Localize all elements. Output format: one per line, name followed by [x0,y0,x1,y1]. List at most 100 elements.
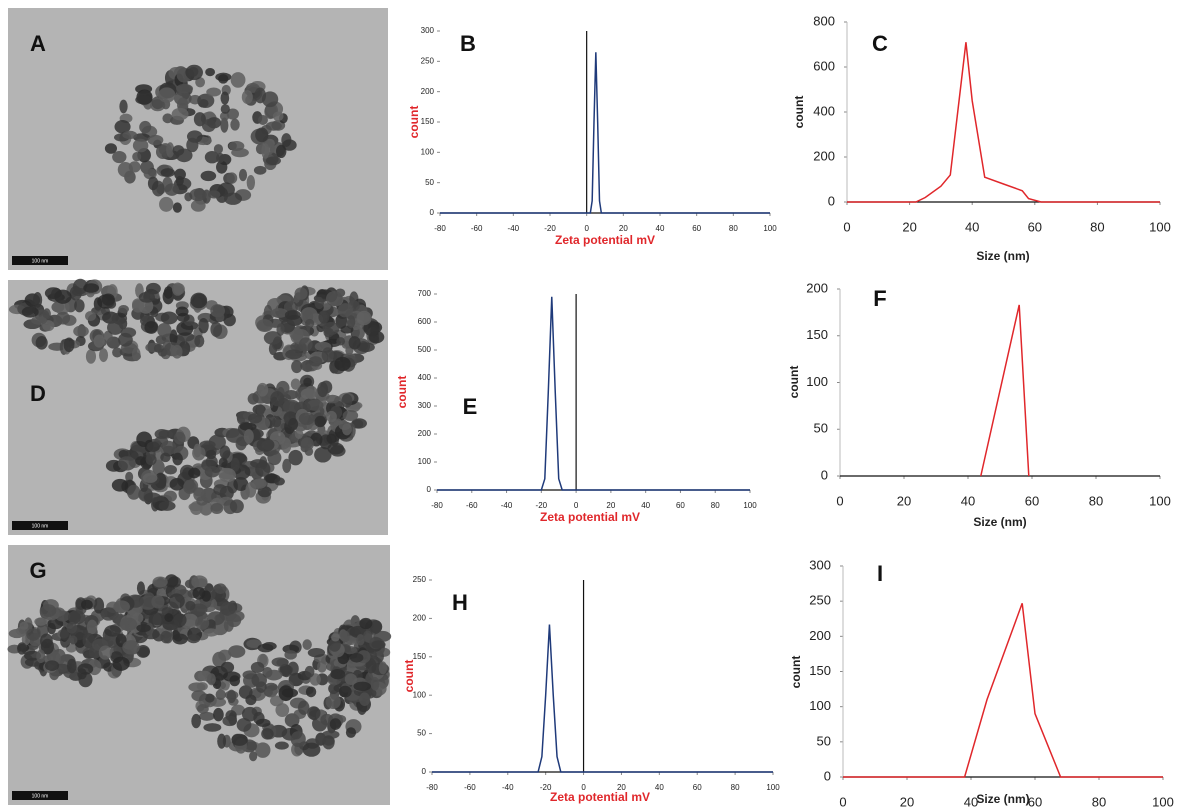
particle [164,613,174,622]
particle [114,119,131,134]
tem-image: 100 nm D [8,278,388,535]
particle [272,417,282,428]
particle [171,344,183,359]
particle [346,315,356,328]
particle [254,87,266,104]
x-tick-label: -40 [508,224,520,233]
particle [241,90,253,105]
particle [215,312,225,323]
x-tick-label: -20 [540,783,552,792]
y-tick-label: 100 [413,690,427,699]
y-tick-label: 100 [421,147,435,156]
particle [201,590,212,602]
particle [307,706,321,720]
particle [298,412,315,425]
y-axis-label: count [407,106,421,139]
particle [164,465,177,475]
particle [257,115,268,125]
particle [100,607,117,621]
particle [321,347,334,363]
particle [54,289,72,304]
particle [263,331,282,345]
y-tick-label: 250 [421,56,435,65]
particle [172,452,183,466]
particle [143,492,162,503]
y-tick-label: 150 [809,663,831,678]
particle [66,621,78,634]
particle [222,715,238,727]
particle [73,325,89,337]
particle [342,409,359,421]
data-line [432,624,773,773]
particle [138,291,156,303]
particle [262,642,277,651]
particle [246,639,262,648]
particle [300,307,318,324]
particle [172,145,185,156]
particle [172,282,184,296]
particle [153,343,164,353]
y-tick-label: 200 [806,280,828,295]
scale-bar [12,256,68,265]
x-tick-label: 40 [641,501,650,510]
particle [81,599,93,610]
panel-label: D [30,381,46,406]
particle [213,707,224,722]
x-tick-label: 80 [1092,794,1106,808]
particle [282,458,292,474]
tem-image: 100 nm G [7,545,392,805]
panel-label: A [30,31,46,56]
particle [256,438,275,452]
particle [83,283,100,293]
particle [228,645,246,658]
particle [288,417,299,431]
particle [127,484,141,500]
particle [267,450,282,466]
data-line [843,603,1163,778]
y-tick-label: 50 [417,729,426,738]
panel-label: C [872,31,888,56]
particle [195,616,210,630]
particle [169,478,185,491]
x-tick-label: -60 [471,224,483,233]
particle [175,175,184,186]
particle [158,87,176,103]
y-axis-label: count [395,376,409,409]
particle [173,431,186,445]
particle [171,107,189,121]
particle [34,617,48,626]
particle [276,323,285,336]
particle [351,418,367,429]
particle [77,663,94,675]
particle [111,478,129,492]
x-tick-label: 40 [655,783,664,792]
y-tick-label: 600 [418,317,432,326]
x-tick-label: 20 [902,219,916,234]
particle [93,334,105,348]
y-tick-label: 150 [413,652,427,661]
particle [220,117,229,133]
particle [186,633,201,644]
particle [256,382,269,397]
particle [256,319,273,332]
particle [135,95,153,105]
particle [217,733,227,749]
particle [168,593,185,609]
x-tick-label: -60 [464,783,476,792]
x-tick-label: -20 [544,224,556,233]
particle [322,735,335,750]
particle [341,423,352,436]
particle [255,718,271,728]
particle [196,682,208,691]
y-axis-label: count [792,96,806,129]
particle [112,150,127,164]
y-tick-label: 250 [809,593,831,608]
particle [287,661,299,676]
particle [160,440,177,456]
panel-label: E [463,394,478,419]
x-tick-label: 100 [1152,794,1174,808]
x-tick-label: 60 [1025,493,1039,508]
particle [238,168,248,182]
particle [363,630,373,643]
particle [308,356,323,367]
